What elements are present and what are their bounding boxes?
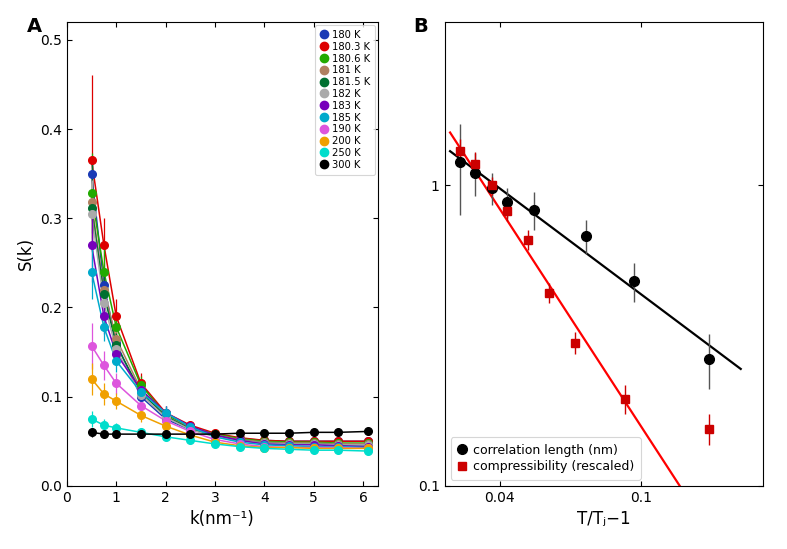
Text: A: A	[27, 18, 42, 36]
Y-axis label: S(k): S(k)	[17, 237, 35, 271]
Legend: 180 K, 180.3 K, 180.6 K, 181 K, 181.5 K, 182 K, 183 K, 185 K, 190 K, 200 K, 250 : 180 K, 180.3 K, 180.6 K, 181 K, 181.5 K,…	[315, 25, 375, 175]
Legend: correlation length (nm), compressibility (rescaled): correlation length (nm), compressibility…	[451, 438, 641, 480]
X-axis label: k(nm⁻¹): k(nm⁻¹)	[190, 510, 255, 528]
X-axis label: T/Tⱼ−1: T/Tⱼ−1	[577, 510, 631, 528]
Text: B: B	[412, 18, 427, 36]
